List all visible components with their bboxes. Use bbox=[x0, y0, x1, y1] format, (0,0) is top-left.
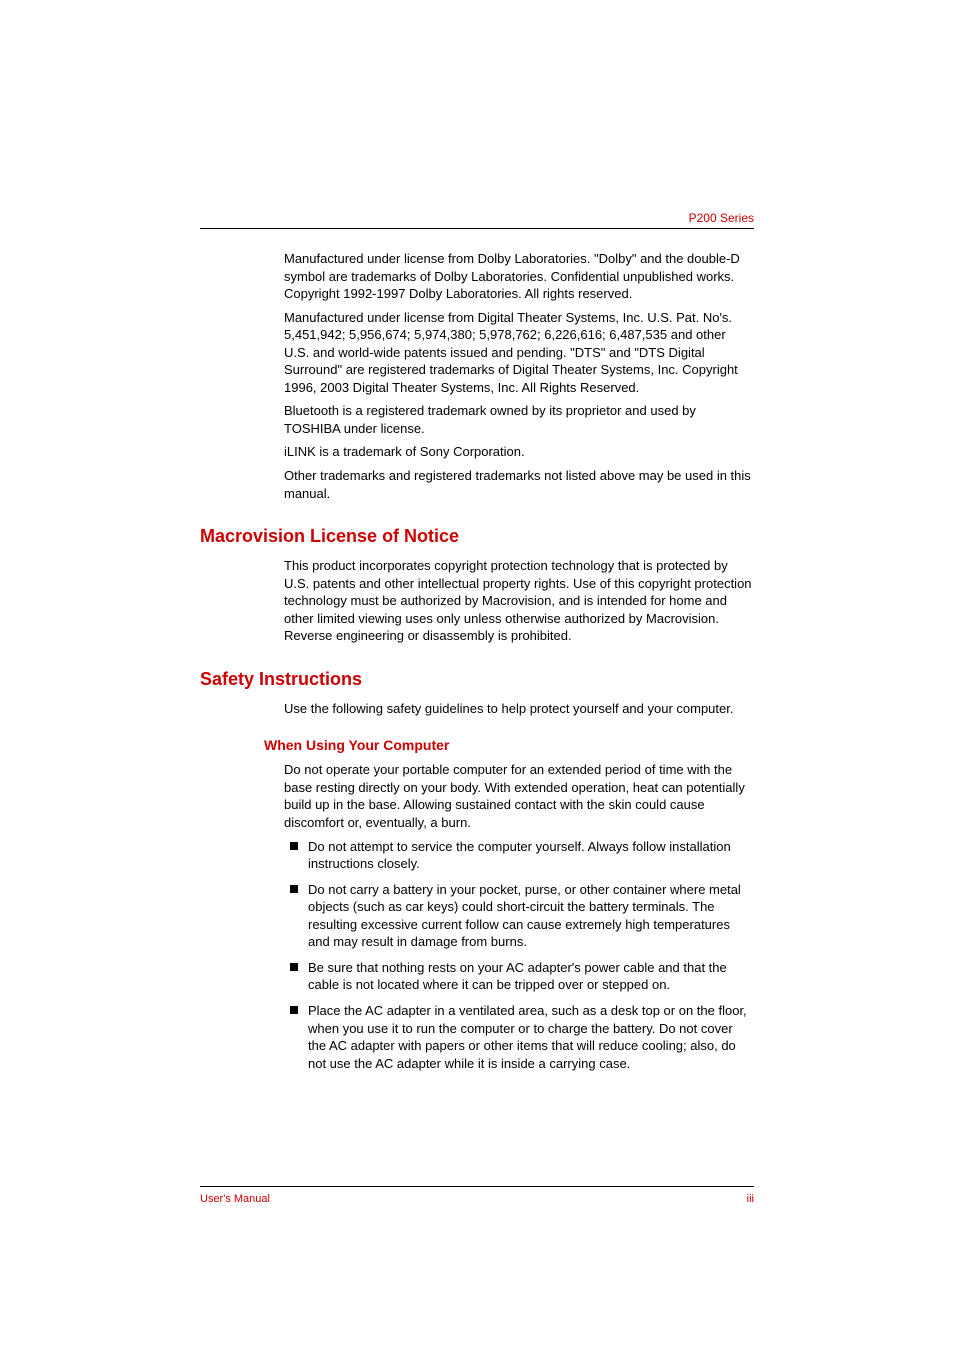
footer-left-label: User's Manual bbox=[200, 1193, 270, 1205]
safety-heading: Safety Instructions bbox=[200, 669, 754, 690]
content-area: Manufactured under license from Dolby La… bbox=[200, 250, 754, 1080]
safety-bullet-list: Do not attempt to service the computer y… bbox=[200, 838, 754, 1073]
intro-para-3: iLINK is a trademark of Sony Corporation… bbox=[200, 443, 754, 461]
safety-bullet-3: Place the AC adapter in a ventilated are… bbox=[284, 1002, 754, 1072]
intro-para-1: Manufactured under license from Digital … bbox=[200, 309, 754, 397]
safety-sub-intro: Do not operate your portable computer fo… bbox=[200, 761, 754, 831]
safety-intro: Use the following safety guidelines to h… bbox=[200, 700, 754, 718]
footer-page-number: iii bbox=[747, 1193, 754, 1205]
safety-bullet-0: Do not attempt to service the computer y… bbox=[284, 838, 754, 873]
safety-bullet-1: Do not carry a battery in your pocket, p… bbox=[284, 881, 754, 951]
safety-bullet-2: Be sure that nothing rests on your AC ad… bbox=[284, 959, 754, 994]
intro-para-4: Other trademarks and registered trademar… bbox=[200, 467, 754, 502]
page: P200 Series Manufactured under license f… bbox=[0, 0, 954, 1351]
safety-sub-heading: When Using Your Computer bbox=[200, 737, 754, 753]
intro-para-2: Bluetooth is a registered trademark owne… bbox=[200, 402, 754, 437]
footer-rule bbox=[200, 1186, 754, 1187]
header-series-label: P200 Series bbox=[689, 211, 754, 225]
intro-para-0: Manufactured under license from Dolby La… bbox=[200, 250, 754, 303]
header-rule bbox=[200, 228, 754, 229]
macrovision-body: This product incorporates copyright prot… bbox=[200, 557, 754, 645]
macrovision-heading: Macrovision License of Notice bbox=[200, 526, 754, 547]
